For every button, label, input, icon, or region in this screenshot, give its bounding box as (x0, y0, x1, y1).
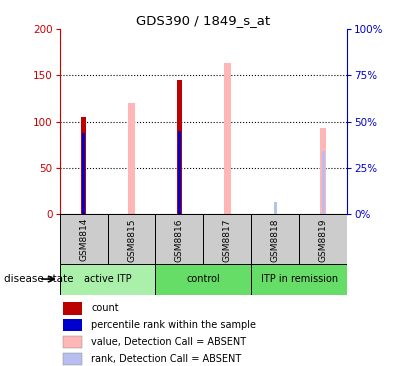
Bar (320, 128, 326, 214)
Bar (252, 214, 299, 264)
Text: value, Detection Call = ABSENT: value, Detection Call = ABSENT (91, 337, 246, 347)
Bar (299, 214, 347, 264)
Text: percentile rank within the sample: percentile rank within the sample (91, 320, 256, 330)
Text: GSM8818: GSM8818 (271, 218, 280, 262)
Bar (155, 214, 203, 264)
Bar (155, 264, 252, 295)
Bar (203, 214, 252, 264)
Text: disease state: disease state (4, 274, 74, 284)
Text: control: control (187, 274, 220, 284)
Text: GSM8817: GSM8817 (223, 218, 232, 262)
Text: active ITP: active ITP (84, 274, 132, 284)
Bar (82, 133, 85, 214)
Text: rank, Detection Call = ABSENT: rank, Detection Call = ABSENT (91, 354, 241, 364)
Title: GDS390 / 1849_s_at: GDS390 / 1849_s_at (136, 14, 270, 27)
Bar (108, 214, 155, 264)
Bar (60, 214, 108, 264)
Bar (63, 319, 82, 332)
Bar (81, 117, 86, 214)
Bar (128, 103, 135, 214)
Bar (322, 151, 325, 214)
Bar (63, 336, 82, 348)
Bar (60, 264, 155, 295)
Text: ITP in remission: ITP in remission (261, 274, 338, 284)
Text: GSM8814: GSM8814 (79, 218, 88, 261)
Text: count: count (91, 303, 119, 313)
Bar (178, 131, 181, 214)
Bar (252, 264, 347, 295)
Text: GSM8816: GSM8816 (175, 218, 184, 262)
Bar (63, 353, 82, 365)
Bar (274, 202, 277, 214)
Bar (63, 302, 82, 314)
Text: GSM8815: GSM8815 (127, 218, 136, 262)
Text: GSM8819: GSM8819 (319, 218, 328, 262)
Bar (177, 80, 182, 214)
Bar (224, 63, 231, 214)
